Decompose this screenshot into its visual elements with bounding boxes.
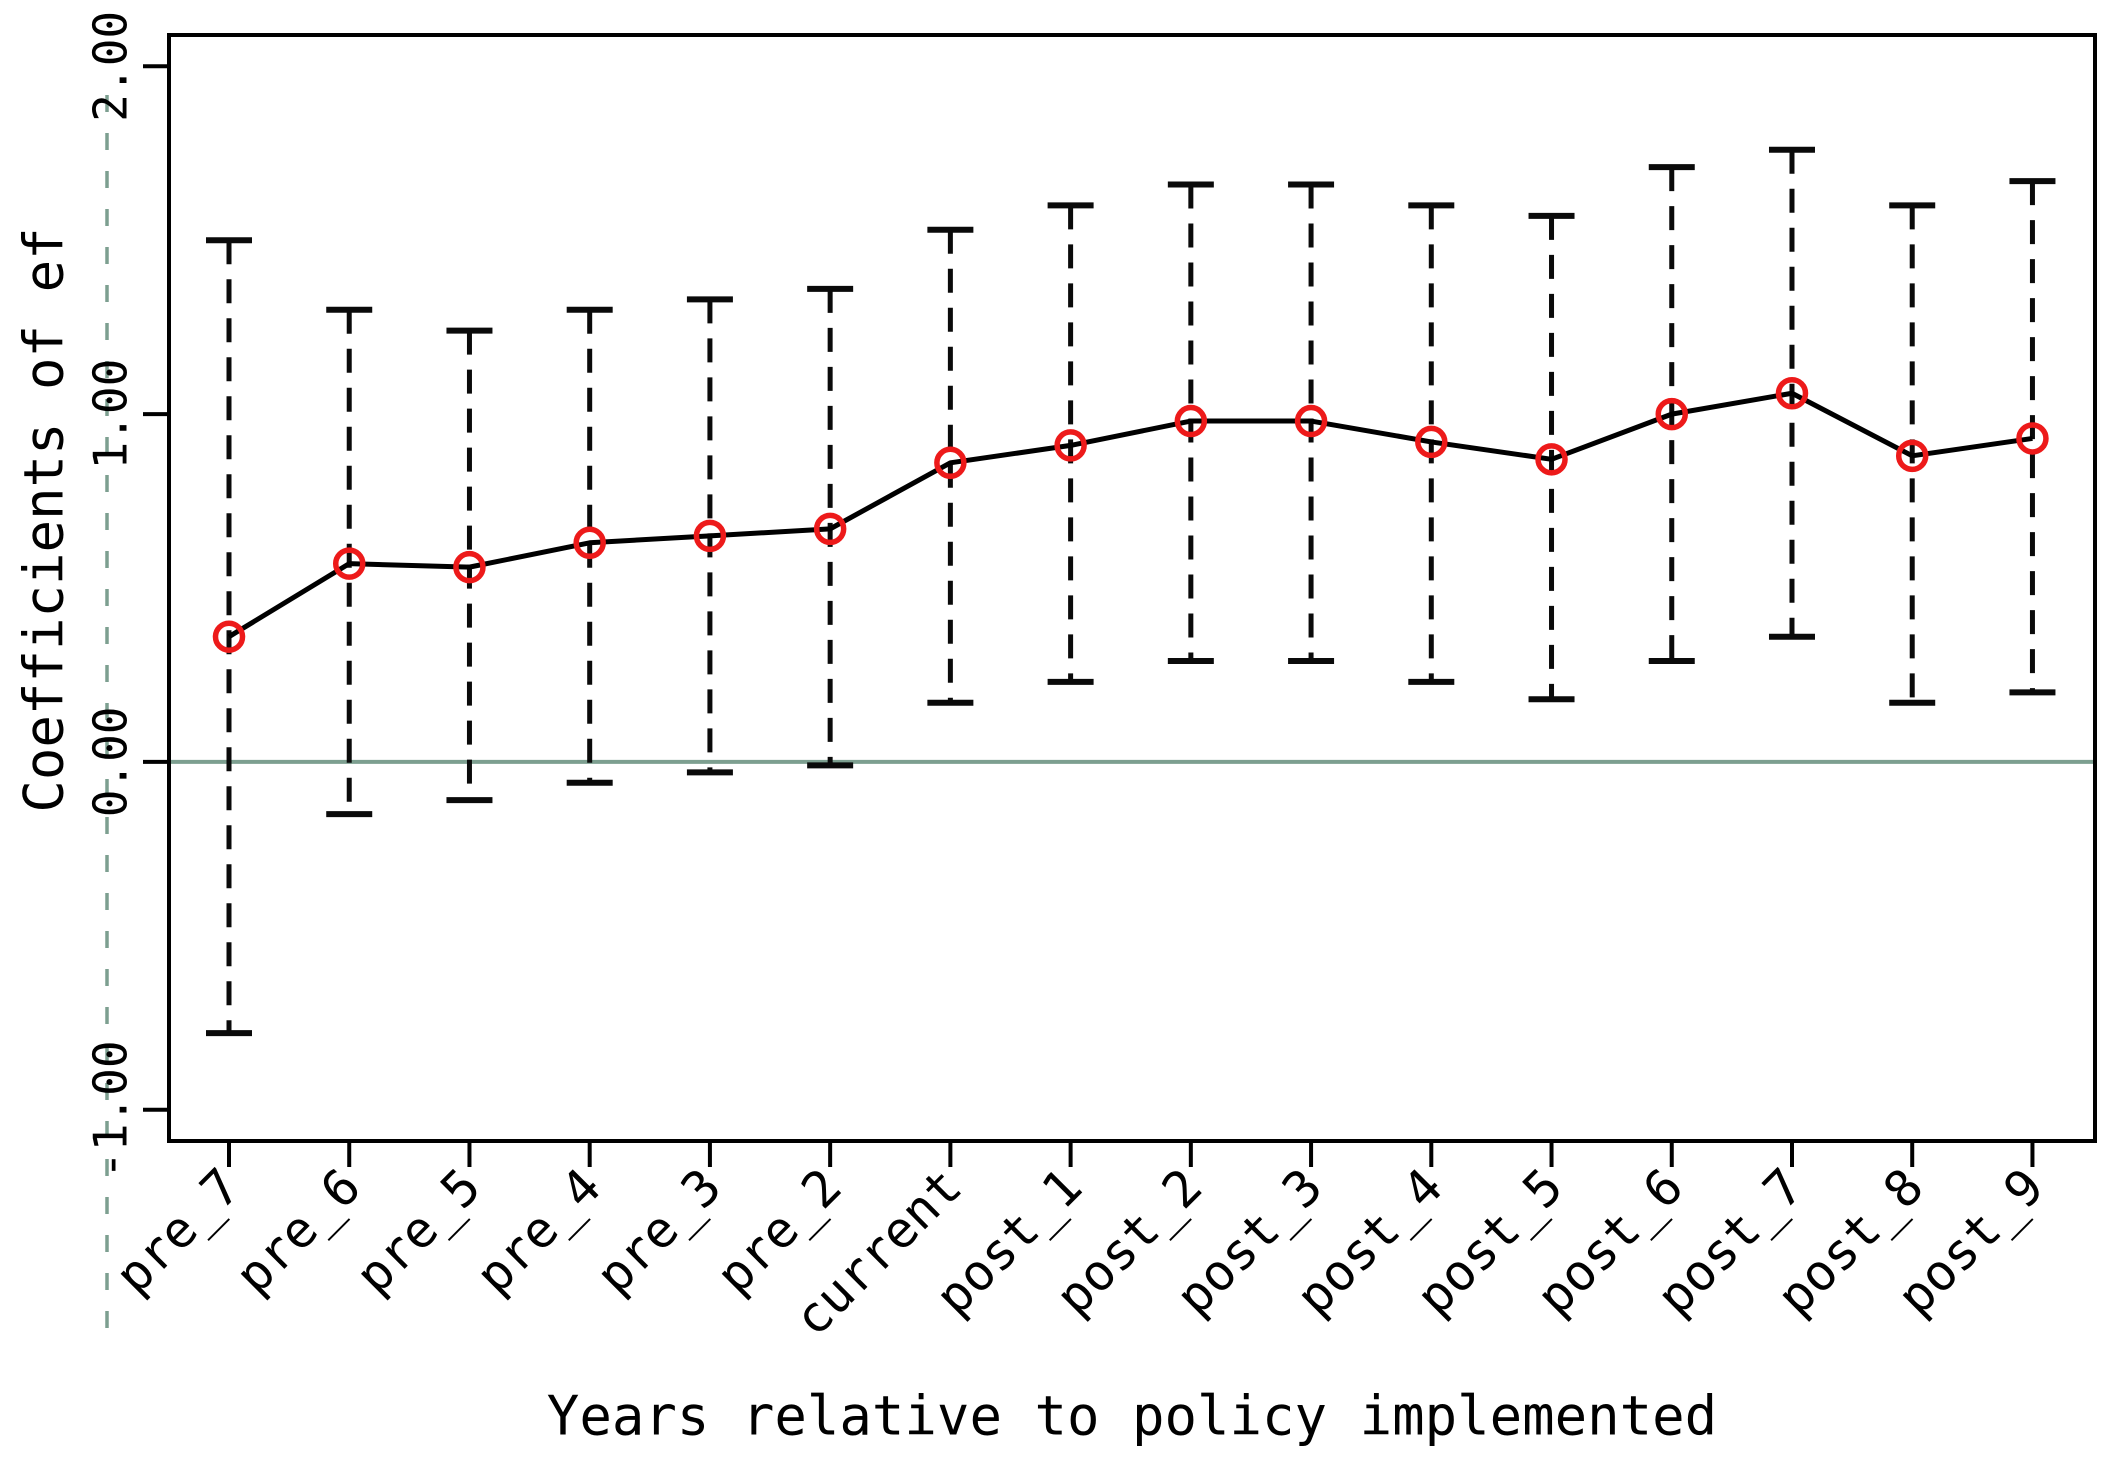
data-point-marker bbox=[1535, 443, 1568, 476]
data-point-marker bbox=[1415, 425, 1448, 459]
data-point-marker bbox=[1775, 376, 1809, 410]
data-point-marker bbox=[1655, 397, 1689, 431]
x-tick-label: pre_6 bbox=[224, 1157, 371, 1304]
data-point-marker bbox=[332, 547, 366, 580]
data-point-marker bbox=[693, 519, 727, 553]
x-tick-label: pre_3 bbox=[585, 1157, 732, 1304]
data-point-marker bbox=[813, 512, 847, 546]
x-axis-title: Years relative to policy implemented bbox=[546, 1384, 1718, 1448]
data-point-marker bbox=[573, 526, 606, 560]
error-bar bbox=[2009, 178, 2056, 696]
data-point-marker bbox=[453, 550, 486, 584]
y-axis-title: Coefficients of ef bbox=[12, 227, 76, 813]
plot-border bbox=[167, 33, 2097, 1143]
error-bar bbox=[566, 306, 613, 786]
data-point-marker bbox=[1174, 404, 1208, 438]
y-tick-label: 0.00 bbox=[84, 707, 138, 818]
series-line bbox=[227, 390, 2033, 639]
y-tick-label: -1.00 bbox=[84, 1040, 138, 1178]
data-point-marker bbox=[1294, 404, 1328, 438]
y-tick-label: 2.00 bbox=[84, 11, 138, 122]
data-point-marker bbox=[212, 620, 246, 653]
data-point-marker bbox=[1054, 429, 1087, 462]
x-tick-label: pre_5 bbox=[345, 1157, 492, 1304]
error-bar bbox=[927, 226, 974, 706]
y-tick-label: 1.00 bbox=[84, 359, 138, 470]
x-tick-label: pre_4 bbox=[465, 1157, 612, 1304]
data-point-marker bbox=[1895, 439, 1929, 473]
data-point-marker bbox=[2016, 422, 2049, 455]
data-point-marker bbox=[934, 446, 967, 480]
